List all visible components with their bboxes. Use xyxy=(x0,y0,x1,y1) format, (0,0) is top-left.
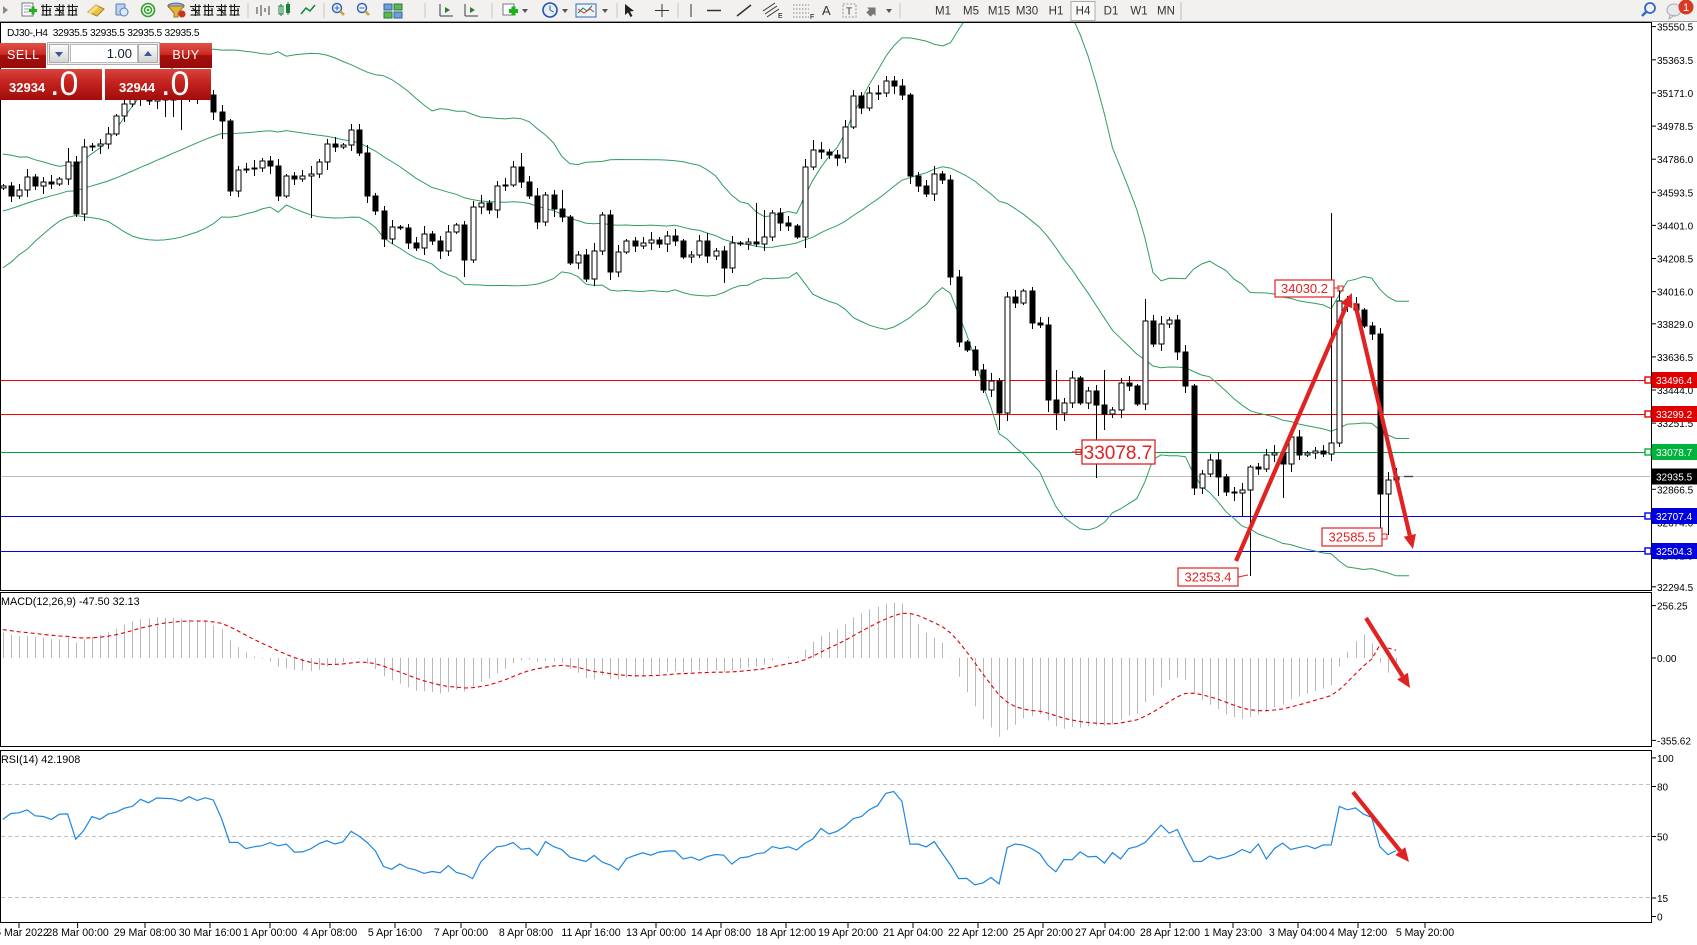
svg-text:33299.2: 33299.2 xyxy=(1656,410,1693,421)
svg-text:32353.4: 32353.4 xyxy=(1185,570,1232,585)
svg-text:32866.5: 32866.5 xyxy=(1657,485,1694,496)
svg-text:0: 0 xyxy=(1657,913,1663,924)
svg-text:25 Mar 2022: 25 Mar 2022 xyxy=(0,927,49,939)
svg-text:32504.3: 32504.3 xyxy=(1656,547,1693,558)
svg-text:35550.5: 35550.5 xyxy=(1657,23,1694,34)
svg-text:33829.0: 33829.0 xyxy=(1657,320,1694,331)
svg-text:34593.5: 34593.5 xyxy=(1657,188,1694,199)
svg-text:7 Apr 00:00: 7 Apr 00:00 xyxy=(434,927,488,939)
svg-text:DJ30-,H4 32935.5 32935.5 3293: DJ30-,H4 32935.5 32935.5 32935.5 32935.5 xyxy=(7,28,200,39)
svg-text:T: T xyxy=(846,7,852,18)
svg-text:0.00: 0.00 xyxy=(1657,654,1677,665)
svg-text:19 Apr 20:00: 19 Apr 20:00 xyxy=(818,927,878,939)
svg-text:35363.5: 35363.5 xyxy=(1657,56,1694,67)
svg-text:80: 80 xyxy=(1657,783,1669,794)
svg-text:F: F xyxy=(810,14,814,21)
svg-text:27 Apr 04:00: 27 Apr 04:00 xyxy=(1075,927,1135,939)
svg-text:34208.5: 34208.5 xyxy=(1657,255,1694,266)
svg-text:MN: MN xyxy=(1157,6,1175,18)
svg-text:25 Apr 20:00: 25 Apr 20:00 xyxy=(1013,927,1073,939)
svg-text:33636.5: 33636.5 xyxy=(1657,353,1694,364)
svg-text:33496.4: 33496.4 xyxy=(1656,376,1693,387)
svg-text:3 May 04:00: 3 May 04:00 xyxy=(1269,927,1327,939)
svg-text:1: 1 xyxy=(1683,2,1689,14)
svg-text:M15: M15 xyxy=(988,6,1010,18)
svg-text:256.25: 256.25 xyxy=(1657,602,1688,613)
svg-text:32294.5: 32294.5 xyxy=(1657,583,1694,594)
svg-text:MACD(12,26,9) -47.50 32.13: MACD(12,26,9) -47.50 32.13 xyxy=(1,596,140,608)
svg-text:34786.0: 34786.0 xyxy=(1657,155,1694,166)
svg-text:1 Apr 00:00: 1 Apr 00:00 xyxy=(243,927,297,939)
svg-text:4 May 12:00: 4 May 12:00 xyxy=(1329,927,1387,939)
svg-text:35171.0: 35171.0 xyxy=(1657,89,1694,100)
svg-text:34978.5: 34978.5 xyxy=(1657,122,1694,133)
svg-text:33251.5: 33251.5 xyxy=(1657,419,1694,430)
svg-text:50: 50 xyxy=(1657,833,1669,844)
svg-text:5 May 20:00: 5 May 20:00 xyxy=(1396,927,1454,939)
svg-text:-355.62: -355.62 xyxy=(1657,736,1691,747)
svg-text:E: E xyxy=(778,13,783,20)
svg-text:H1: H1 xyxy=(1049,6,1064,18)
svg-text:32707.4: 32707.4 xyxy=(1656,512,1693,523)
svg-text:M30: M30 xyxy=(1016,6,1038,18)
svg-text:8 Apr 08:00: 8 Apr 08:00 xyxy=(499,927,553,939)
svg-text:M5: M5 xyxy=(963,6,979,18)
svg-text:34401.0: 34401.0 xyxy=(1657,221,1694,232)
svg-text:30 Mar 16:00: 30 Mar 16:00 xyxy=(179,927,242,939)
svg-text:M1: M1 xyxy=(935,6,951,18)
svg-text:100: 100 xyxy=(1657,754,1674,765)
svg-text:21 Apr 04:00: 21 Apr 04:00 xyxy=(883,927,943,939)
svg-text:32935.5: 32935.5 xyxy=(1656,473,1693,484)
svg-text:11 Apr 16:00: 11 Apr 16:00 xyxy=(561,927,620,939)
svg-text:28 Apr 12:00: 28 Apr 12:00 xyxy=(1140,927,1200,939)
svg-text:RSI(14) 42.1908: RSI(14) 42.1908 xyxy=(1,754,80,766)
svg-text:32585.5: 32585.5 xyxy=(1329,530,1376,545)
svg-text:W1: W1 xyxy=(1130,6,1147,18)
svg-text:5 Apr 16:00: 5 Apr 16:00 xyxy=(368,927,422,939)
svg-text:29 Mar 08:00: 29 Mar 08:00 xyxy=(114,927,177,939)
svg-text:33444.0: 33444.0 xyxy=(1657,386,1694,397)
svg-text:22 Apr 12:00: 22 Apr 12:00 xyxy=(948,927,1008,939)
svg-text:14 Apr 08:00: 14 Apr 08:00 xyxy=(691,927,751,939)
svg-text:28 Mar 00:00: 28 Mar 00:00 xyxy=(46,927,109,939)
svg-text:4 Apr 08:00: 4 Apr 08:00 xyxy=(303,927,357,939)
svg-text:13 Apr 00:00: 13 Apr 00:00 xyxy=(626,927,686,939)
svg-text:34030.2: 34030.2 xyxy=(1281,281,1328,296)
svg-text:18 Apr 12:00: 18 Apr 12:00 xyxy=(756,927,816,939)
svg-text:33078.7: 33078.7 xyxy=(1656,448,1693,459)
svg-text:1 May 23:00: 1 May 23:00 xyxy=(1204,927,1262,939)
svg-text:A: A xyxy=(822,3,831,18)
svg-text:33078.7: 33078.7 xyxy=(1084,443,1153,464)
svg-text:15: 15 xyxy=(1657,894,1669,905)
svg-text:D1: D1 xyxy=(1104,6,1119,18)
svg-text:H4: H4 xyxy=(1076,6,1091,18)
svg-text:34016.0: 34016.0 xyxy=(1657,288,1694,299)
